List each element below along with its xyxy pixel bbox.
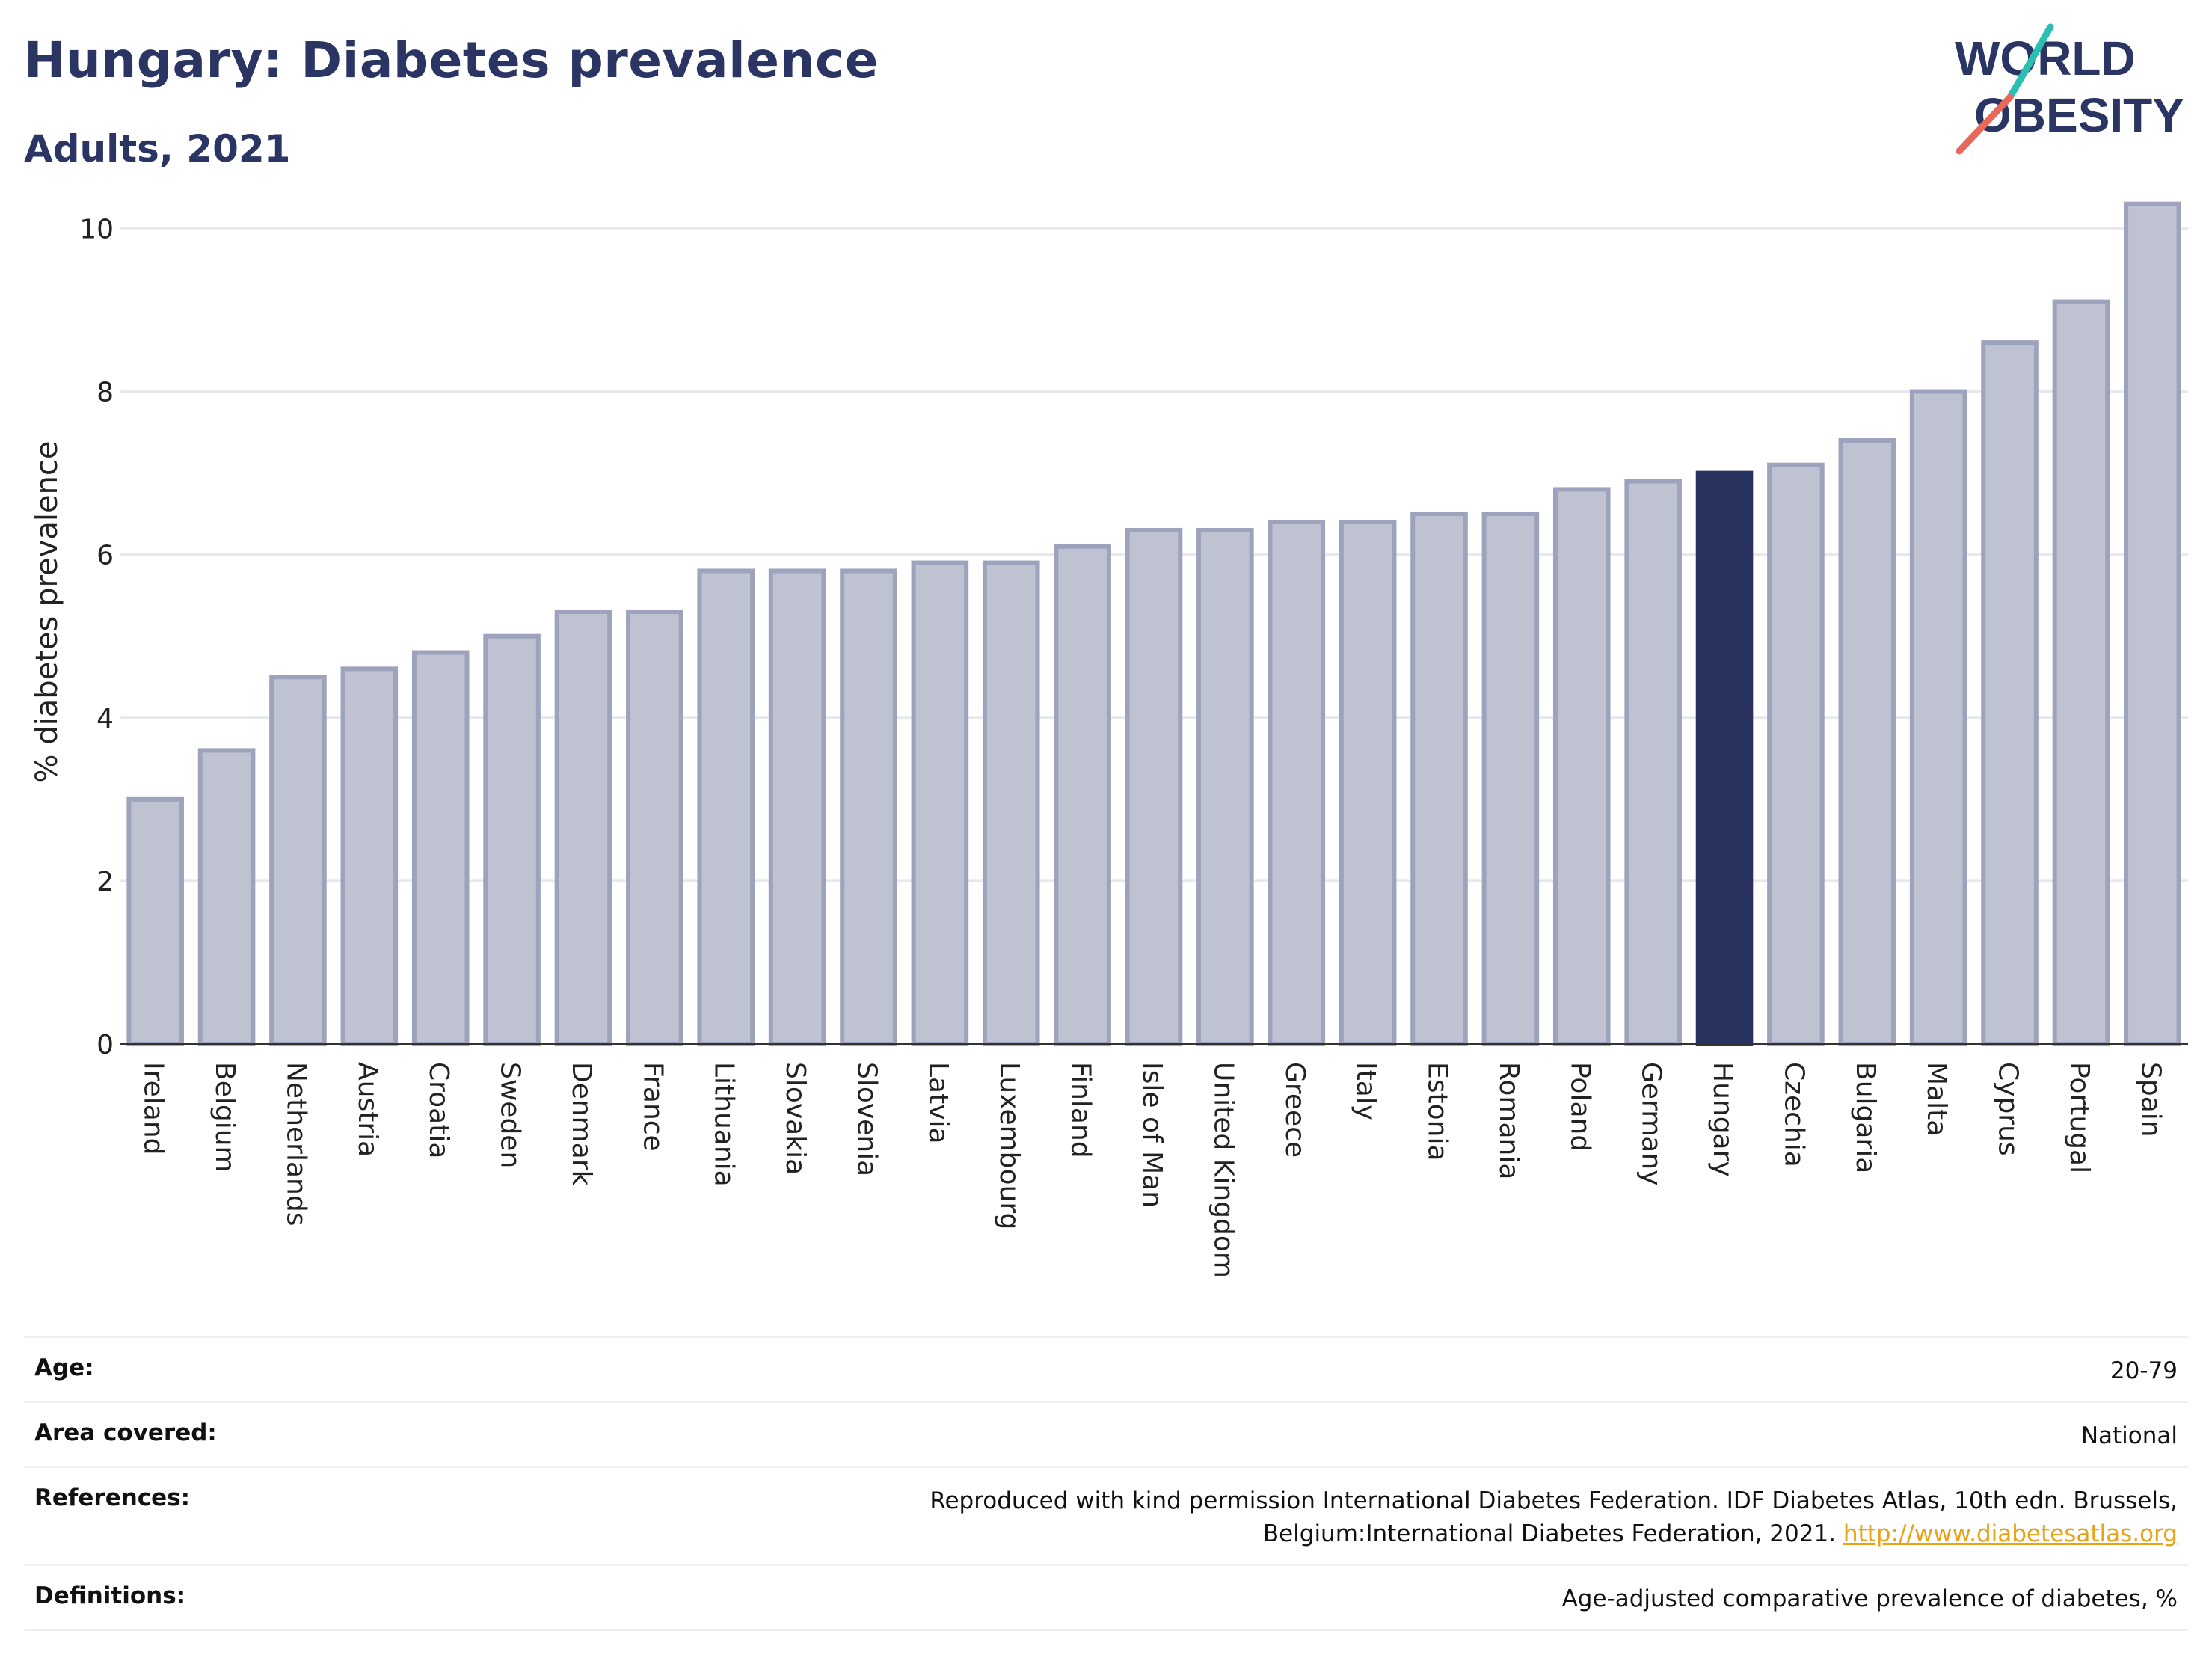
x-tick-label: Latvia <box>923 1062 953 1144</box>
bar <box>1481 512 1540 1046</box>
bar <box>2124 201 2181 1046</box>
x-tick-label: Isle of Man <box>1137 1062 1167 1208</box>
x-tick-label: Greece <box>1279 1062 1310 1158</box>
meta-row-age: Age: 20-79 <box>24 1336 2188 1401</box>
x-tick-label: Belgium <box>209 1062 240 1173</box>
x-tick-label: Czechia <box>1778 1062 1809 1167</box>
bar <box>1838 437 1896 1046</box>
logo-coral-slash <box>1956 93 2014 155</box>
bar <box>840 568 897 1046</box>
bar <box>1268 520 1326 1046</box>
bar <box>911 560 969 1046</box>
meta-definitions-value: Age-adjusted comparative prevalence of d… <box>1561 1585 2178 1612</box>
bar <box>197 748 256 1046</box>
y-tick-label: 10 <box>79 214 114 245</box>
bar <box>269 675 327 1047</box>
bar <box>1410 512 1468 1046</box>
bar <box>1981 340 2039 1046</box>
x-tick-label: Germany <box>1636 1062 1667 1185</box>
x-tick-label: Luxembourg <box>994 1062 1024 1229</box>
meta-age-value: 20-79 <box>2110 1357 2178 1384</box>
bar <box>1695 470 1754 1046</box>
world-obesity-logo: WORLD OBESITY <box>1955 23 2184 155</box>
logo-teal-slash <box>2006 23 2054 101</box>
bar <box>1339 520 1397 1046</box>
bar <box>1552 487 1611 1046</box>
bar <box>126 796 184 1046</box>
x-tick-label: Spain <box>2135 1062 2166 1137</box>
bar <box>768 568 826 1046</box>
meta-area-label: Area covered: <box>34 1419 217 1446</box>
x-tick-label: Romania <box>1493 1062 1524 1179</box>
x-tick-label: Slovakia <box>780 1062 811 1175</box>
page-title: Hungary: Diabetes prevalence <box>24 31 879 89</box>
metadata-table: Age: 20-79 Area covered: National Refere… <box>24 1336 2188 1631</box>
y-axis-label: % diabetes prevalence <box>30 440 64 782</box>
x-tick-label: Ireland <box>138 1062 169 1155</box>
x-tick-label: Netherlands <box>280 1062 311 1226</box>
meta-references-label: References: <box>34 1484 191 1511</box>
references-text: Reproduced with kind permission Internat… <box>930 1487 2178 1547</box>
bar <box>982 560 1040 1046</box>
y-tick-label: 2 <box>96 867 114 897</box>
meta-area-value: National <box>2080 1422 2178 1449</box>
bar <box>1054 544 1111 1046</box>
meta-row-area: Area covered: National <box>24 1401 2188 1466</box>
references-link[interactable]: http://www.diabetesatlas.org <box>1843 1520 2178 1547</box>
bar <box>1624 479 1682 1046</box>
y-tick-label: 6 <box>96 541 114 571</box>
bar <box>340 666 399 1046</box>
page-subtitle: Adults, 2021 <box>24 127 291 171</box>
x-tick-label: Hungary <box>1707 1062 1738 1177</box>
x-tick-label: Portugal <box>2064 1062 2095 1173</box>
bar <box>1125 527 1183 1046</box>
meta-references-value: Reproduced with kind permission Internat… <box>682 1484 2178 1550</box>
meta-row-references: References: Reproduced with kind permiss… <box>24 1466 2188 1564</box>
x-tick-label: Malta <box>1921 1062 1952 1136</box>
meta-definitions-label: Definitions: <box>34 1582 186 1609</box>
x-tick-label: Finland <box>1066 1062 1096 1158</box>
bar <box>1767 462 1825 1046</box>
x-tick-label: Italy <box>1351 1062 1381 1120</box>
x-tick-label: Austria <box>352 1062 383 1157</box>
bar <box>483 633 541 1046</box>
y-tick-label: 4 <box>96 704 114 734</box>
y-tick-label: 8 <box>96 378 114 408</box>
y-tick-label: 0 <box>96 1030 114 1060</box>
x-tick-label: Bulgaria <box>1850 1062 1881 1173</box>
bar-chart: 0 2 4 6 8 10 % diabetes prevalence Ireland Belgi… <box>30 201 2188 1278</box>
bar <box>411 650 470 1046</box>
bar <box>697 568 755 1046</box>
x-tick-label: Estonia <box>1422 1062 1453 1161</box>
bar <box>1196 527 1254 1046</box>
x-tick-label: Poland <box>1564 1062 1595 1152</box>
x-tick-label: Denmark <box>566 1062 597 1186</box>
meta-age-label: Age: <box>34 1354 94 1381</box>
x-tick-label: Cyprus <box>1993 1062 2024 1156</box>
x-tick-label: Croatia <box>423 1062 454 1158</box>
x-tick-label: Lithuania <box>709 1062 740 1187</box>
x-tick-label: Slovenia <box>851 1062 882 1176</box>
x-tick-label: Sweden <box>495 1062 526 1168</box>
bar <box>626 610 683 1046</box>
x-tick-label: United Kingdom <box>1208 1062 1238 1278</box>
meta-row-definitions: Definitions: Age-adjusted comparative pr… <box>24 1564 2188 1631</box>
bar <box>2052 299 2110 1046</box>
x-tick-label: France <box>637 1062 668 1152</box>
bar <box>1909 389 1967 1046</box>
bar <box>554 610 612 1046</box>
